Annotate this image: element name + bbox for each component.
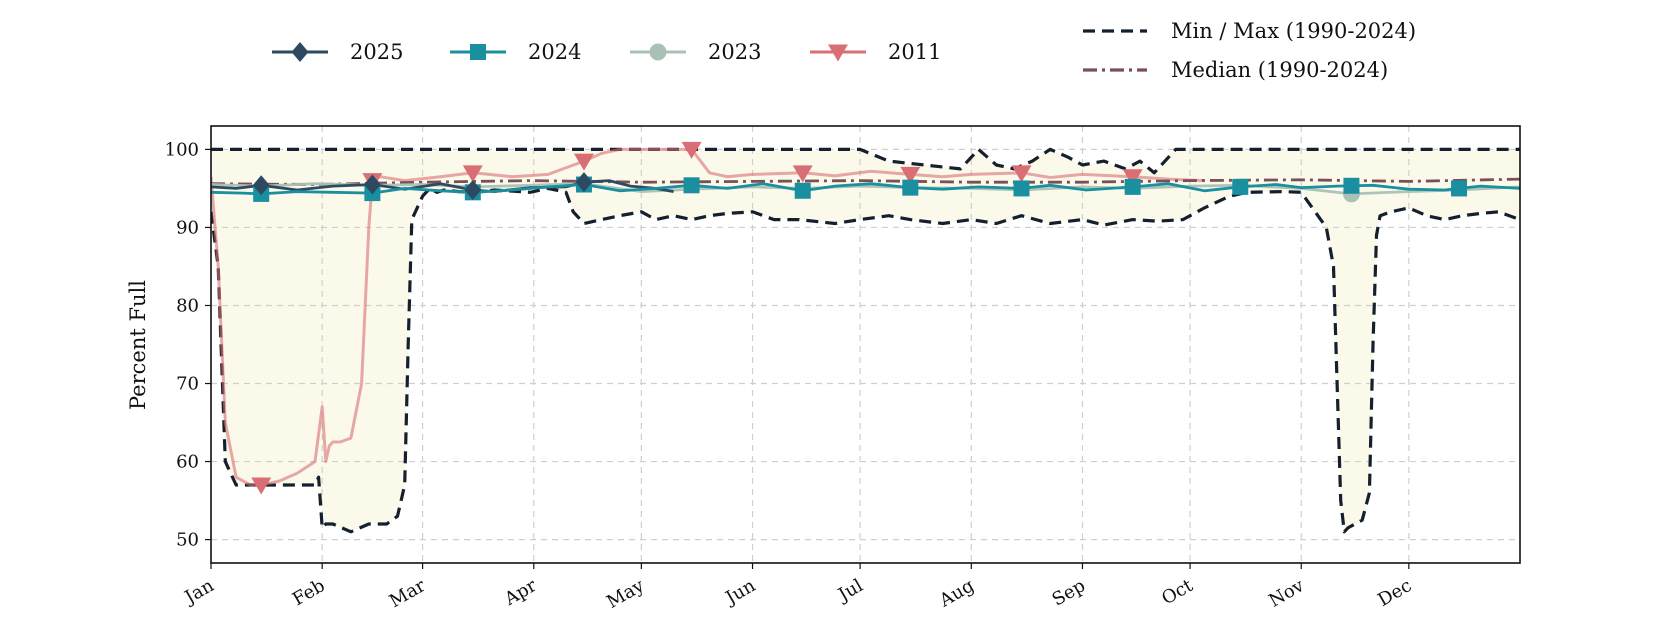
marker-2024-day-135 [683, 177, 700, 194]
y-tick-label-90: 90 [176, 217, 199, 238]
series-line-median-1990-2024 [211, 177, 1520, 186]
marker-2011-day-74 [462, 165, 483, 183]
marker-2011-day-135 [681, 141, 702, 159]
marker-2024-day-319 [1343, 177, 1360, 194]
marker-2011-day-105 [573, 153, 594, 171]
x-tick-label-nov: Nov [1265, 575, 1308, 612]
marker-2024-day-288 [1232, 178, 1249, 195]
legend-entry-2024: 2024 [450, 40, 581, 64]
x-tick-label-jul: Jul [833, 575, 867, 607]
marker-2011-day-166 [792, 165, 813, 183]
series-line-max-1990-2024 [211, 147, 1520, 175]
x-tick-label-sep: Sep [1049, 575, 1089, 610]
marker-2011-day-227 [1011, 165, 1032, 183]
marker-2025-day-15 [252, 175, 270, 196]
marker-2025-day-46 [363, 174, 381, 195]
legend-entry-min-max-1990-2024: Min / Max (1990-2024) [1083, 19, 1416, 43]
marker-2025-day-105 [575, 172, 593, 193]
x-tick-label-apr: Apr [500, 575, 540, 610]
x-tick-label-mar: Mar [386, 575, 430, 612]
legend-marker-2024 [470, 44, 486, 60]
legend-entry-median-1990-2024: Median (1990-2024) [1083, 58, 1388, 82]
marker-2024-day-227 [1013, 180, 1030, 197]
legend-label-2023: 2023 [708, 40, 761, 64]
legend-entry-2025: 2025 [272, 40, 403, 64]
y-tick-label-80: 80 [176, 295, 199, 316]
marker-2024-day-196 [902, 179, 919, 196]
x-tick-label-oct: Oct [1158, 575, 1197, 610]
plot-frame [210, 125, 1521, 564]
marker-2011-day-258 [1122, 169, 1143, 187]
legend-left: 2025 2024 2023 2011 [272, 40, 941, 64]
plot-area [210, 125, 1521, 564]
legend-marker-2025 [291, 42, 309, 62]
legend-label-min-max-1990-2024: Min / Max (1990-2024) [1171, 19, 1416, 43]
legend-label-2025: 2025 [350, 40, 403, 64]
y-tick-label-60: 60 [176, 452, 199, 473]
y-axis-label: Percent Full [126, 280, 150, 410]
marker-2011-day-196 [900, 166, 921, 184]
x-tick-label-aug: Aug [935, 575, 978, 612]
x-tick-label-jun: Jun [720, 575, 759, 610]
legend-label-2011: 2011 [888, 40, 941, 64]
y-tick-label-70: 70 [176, 374, 199, 395]
y-tick-label-100: 100 [165, 139, 199, 160]
marker-2024-day-349 [1451, 180, 1468, 197]
x-tick-label-may: May [603, 575, 648, 613]
series-line-2024 [211, 182, 1520, 196]
legend-marker-2023 [649, 43, 667, 61]
x-tick-label-dec: Dec [1374, 575, 1415, 611]
x-tick-label-feb: Feb [289, 575, 329, 610]
y-tick-label-50: 50 [176, 530, 199, 551]
legend-entry-2011: 2011 [810, 40, 941, 64]
series-line-min-1990-2024 [211, 186, 1520, 534]
series-line-2011 [211, 147, 1205, 487]
legend-right: Min / Max (1990-2024) Median (1990-2024) [1083, 19, 1416, 82]
legend-label-2024: 2024 [528, 40, 581, 64]
legend-label-median-1990-2024: Median (1990-2024) [1171, 58, 1388, 82]
legend-entry-2023: 2023 [630, 40, 761, 64]
marker-2024-day-166 [794, 182, 811, 199]
x-tick-label-jan: Jan [180, 575, 218, 609]
marker-2025-day-74 [464, 179, 482, 200]
legend-marker-2011 [828, 44, 848, 62]
marker-2011-day-15 [251, 477, 272, 495]
marker-2024-day-258 [1124, 178, 1141, 195]
